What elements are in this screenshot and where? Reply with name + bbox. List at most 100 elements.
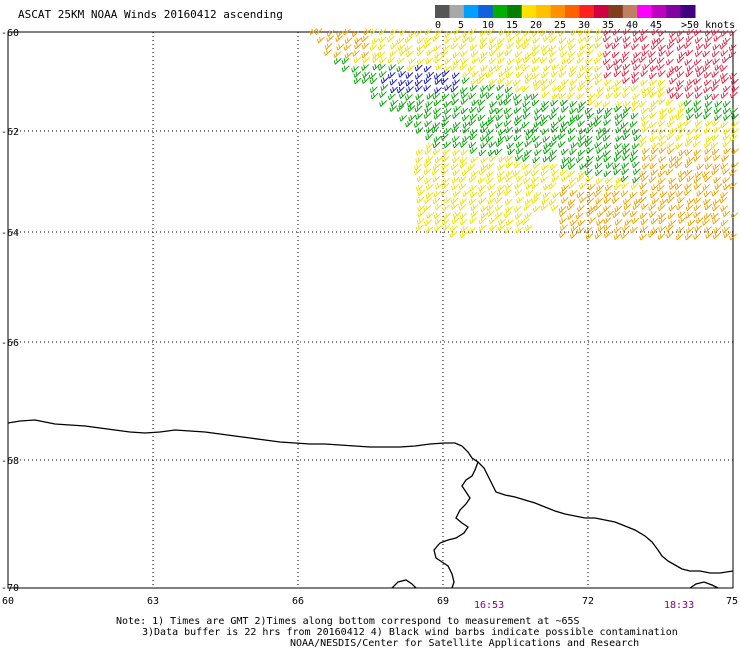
wind-barb [435, 183, 443, 190]
wind-barb [659, 163, 668, 171]
wind-barb [711, 148, 720, 156]
wind-barb [588, 120, 597, 128]
wind-barb [406, 86, 414, 93]
wind-barb [611, 51, 620, 59]
wind-barb [467, 163, 476, 171]
wind-barb [675, 142, 684, 150]
wind-barb [504, 198, 513, 206]
wind-barb [441, 219, 450, 226]
wind-barb [677, 107, 686, 115]
legend-swatch [651, 5, 667, 18]
wind-barb [369, 44, 378, 52]
wind-barb [505, 219, 514, 226]
wind-barb [723, 147, 732, 155]
wind-barb [676, 71, 685, 78]
wind-barb [657, 85, 666, 93]
lon-label-72: 72 [582, 596, 594, 607]
wind-barb [503, 211, 512, 219]
wind-barb [487, 149, 496, 157]
wind-barb [703, 141, 712, 149]
wind-barb [515, 226, 524, 234]
wind-barb [514, 51, 523, 58]
wind-barb [614, 79, 623, 87]
wind-barb [648, 51, 656, 58]
wind-barb [513, 161, 522, 169]
wind-barb [425, 133, 434, 141]
wind-barb [450, 64, 459, 71]
wind-barb [489, 78, 498, 86]
wind-barb [659, 191, 668, 198]
wind-barb [722, 176, 731, 184]
wind-barb [720, 162, 729, 170]
wind-barb [657, 177, 666, 185]
wind-barb [604, 79, 612, 87]
wind-barb [731, 121, 740, 128]
wind-barb [669, 114, 678, 122]
wind-barb [396, 37, 405, 45]
wind-barb [712, 217, 720, 225]
wind-barb [665, 99, 674, 107]
wind-barb [722, 168, 730, 175]
wind-barb [597, 224, 606, 232]
wind-barb [468, 227, 476, 234]
wind-barb [441, 182, 450, 190]
wind-barb [668, 191, 676, 198]
wind-barb [568, 177, 577, 184]
wind-barb [722, 100, 731, 108]
legend-swatch [521, 5, 537, 18]
wind-barb [497, 77, 506, 85]
wind-barb [649, 65, 658, 72]
wind-barb [596, 147, 604, 154]
wind-barb [387, 56, 396, 64]
wind-barb [693, 106, 702, 113]
wind-barb [639, 212, 648, 220]
wind-barb [515, 57, 524, 65]
wind-barb [594, 232, 603, 240]
wind-barb [486, 210, 495, 218]
wind-barb [370, 92, 379, 100]
wind-barb [333, 51, 342, 58]
wind-barb [551, 93, 560, 100]
wind-barb [721, 56, 730, 64]
wind-barb [720, 191, 728, 199]
wind-barb [522, 112, 531, 120]
wind-barb [730, 107, 738, 115]
wind-barb [632, 161, 640, 169]
wind-barb [540, 44, 549, 52]
wind-barb [452, 141, 461, 149]
wind-barb [723, 114, 731, 121]
wind-barb [486, 28, 495, 36]
wind-barb [443, 127, 452, 135]
wind-barb [531, 176, 540, 184]
wind-barb [729, 134, 738, 142]
wind-barb [686, 65, 695, 72]
wind-barb [378, 36, 387, 44]
wind-barb [567, 127, 576, 135]
wind-barb [434, 203, 443, 211]
wind-barb [723, 128, 732, 135]
wind-barb [452, 51, 461, 59]
wind-barb [711, 168, 720, 176]
wind-barb [674, 161, 683, 169]
wind-barb [451, 135, 460, 143]
wind-barb [560, 148, 569, 156]
wind-barb [675, 92, 684, 100]
wind-barb [460, 92, 469, 99]
wind-barb [424, 106, 433, 114]
wind-barb [577, 120, 586, 128]
wind-barb [566, 37, 575, 45]
wind-barb [469, 84, 478, 92]
wind-barb [488, 217, 497, 225]
wind-barb [576, 227, 585, 234]
wind-barb [371, 38, 380, 45]
wind-barb [615, 149, 623, 157]
wind-barb [614, 113, 623, 121]
wind-barb [621, 162, 630, 170]
wind-barb [458, 203, 467, 211]
wind-barb [711, 189, 720, 197]
wind-barb [730, 91, 738, 99]
wind-barb [416, 49, 425, 57]
wind-barb [561, 79, 570, 86]
wind-barb [354, 37, 363, 44]
wind-barb [695, 217, 704, 224]
